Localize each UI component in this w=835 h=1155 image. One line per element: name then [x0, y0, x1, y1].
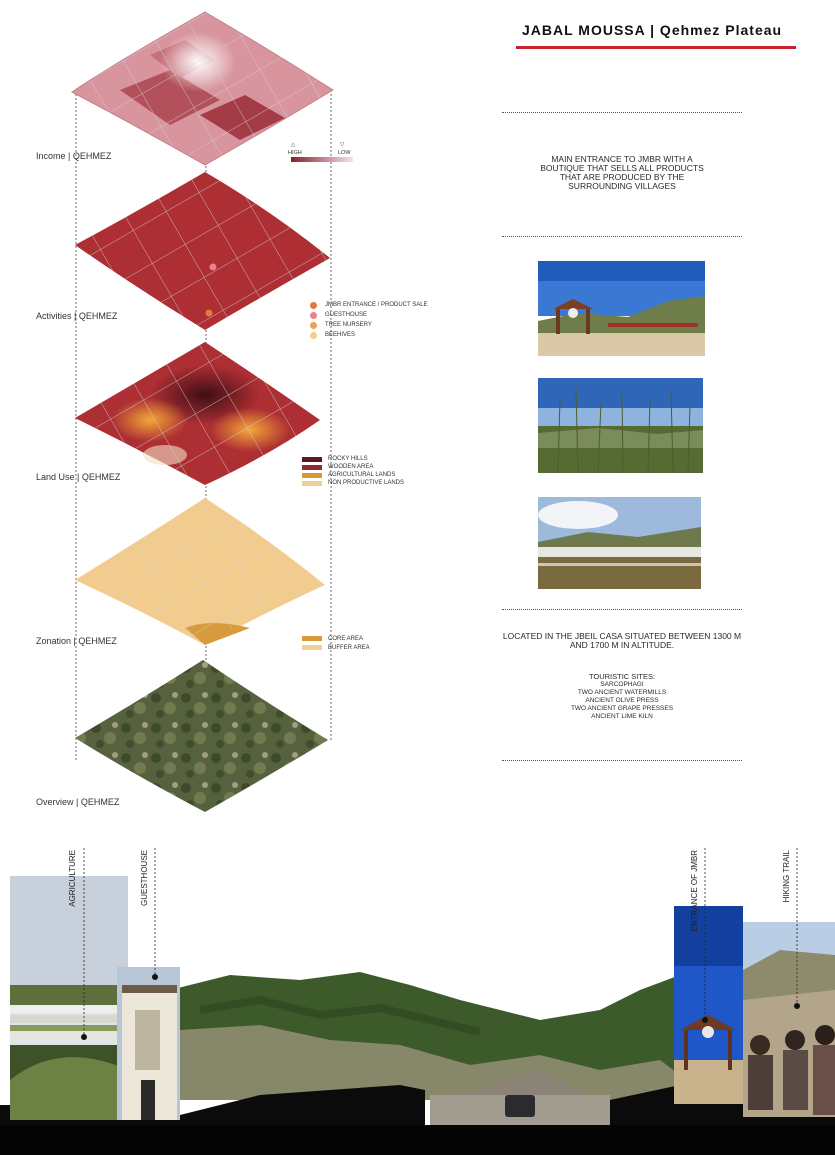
title-underline [516, 46, 796, 49]
section-label-entrance: ENTRANCE OF JMBR [690, 850, 699, 932]
triangle-up-icon: △ [291, 142, 296, 148]
landuse-layer [75, 342, 320, 485]
legend-label: WOODEN AREA [328, 464, 374, 470]
divider [502, 760, 742, 761]
legend-label: TREE NURSERY [325, 322, 372, 328]
page-title: JABAL MOUSSA | Qehmez Plateau [522, 22, 783, 38]
legend-dot [310, 311, 317, 319]
legend-swatch [302, 472, 322, 478]
divider [502, 112, 742, 113]
triangle-down-icon: ▽ [340, 142, 345, 148]
site-section [0, 848, 835, 1155]
legend-swatch [302, 456, 322, 462]
site-item: Ancient Olive Press [585, 697, 659, 704]
entrance-note: MAIN ENTRANCE TO JMBR WITH A BOUTIQUE TH… [540, 154, 704, 191]
legend-label: GUESTHOUSE [325, 312, 368, 318]
legend-label: NON PRODUCTIVE LANDS [328, 480, 405, 486]
zonation-legend: CORE AREA BUFFER AREA [302, 634, 370, 652]
layer-label-overview: Overview | QEHMEZ [36, 797, 120, 807]
income-low-label: LOW [338, 150, 351, 156]
legend-swatch [302, 636, 322, 641]
landuse-legend: ROCKY HILLS WOODEN AREA AGRICULTURAL LAN… [302, 455, 404, 487]
greenhouses-photo [538, 497, 701, 589]
overview-layer [75, 660, 328, 812]
legend-label: BEEHIVES [325, 332, 356, 338]
legend-swatch [302, 645, 322, 650]
income-high-label: HIGH [288, 150, 302, 156]
section-label-guesthouse: GUESTHOUSE [140, 850, 149, 907]
income-layer [71, 11, 334, 166]
layer-label-zonation: Zonation | QEHMEZ [36, 636, 117, 646]
grass-photo [538, 378, 703, 473]
entrance-photo [538, 261, 705, 356]
legend-label: BUFFER AREA [328, 644, 370, 651]
entrance-marker [205, 309, 213, 317]
layer-label-activities: Activities | QEHMEZ [36, 311, 118, 321]
legend-swatch [302, 480, 322, 486]
legend-dot [310, 301, 317, 309]
layer-stack-diagram [71, 11, 334, 812]
zonation-layer [75, 498, 325, 645]
section-pointers [83, 848, 798, 1035]
legend-label: AGRICULTURAL LANDS [328, 472, 396, 478]
site-item: Ancient Lime kiln [591, 713, 653, 720]
divider [502, 609, 742, 610]
site-item: Two Ancient watermills [577, 689, 667, 696]
agriculture-photo [10, 876, 128, 1120]
legend-swatch [302, 464, 322, 470]
legend-label: CORE AREA [328, 635, 364, 642]
guesthouse-photo [117, 967, 180, 1120]
income-gradient-bar [291, 157, 353, 162]
layer-label-income: Income | QEHMEZ [36, 151, 112, 161]
hiking-photo [743, 922, 835, 1117]
legend-label: ROCKY HILLS [328, 456, 368, 462]
legend-dot [310, 321, 317, 329]
legend-label: JMBR ENTRANCE / PRODUCT SALE [325, 302, 428, 308]
section-label-hiking: HIKING TRAIL [782, 850, 791, 903]
activities-layer [75, 172, 330, 330]
section-label-agriculture: AGRICULTURE [68, 850, 77, 907]
entrance-section-photo [674, 906, 743, 1104]
layer-label-landuse: Land Use | QEHMEZ [36, 472, 121, 482]
divider [502, 236, 742, 237]
guesthouse-marker [209, 263, 217, 271]
sites-title: TOURISTIC SITES: [588, 672, 656, 681]
legend-dot [310, 331, 317, 339]
location-note: LOCATED IN THE JBEIL CASA SITUATED BETWE… [502, 631, 742, 650]
site-item: Sarcophagi [600, 681, 644, 688]
activities-legend: JMBR ENTRANCE / PRODUCT SALE GUESTHOUSE … [310, 300, 428, 340]
site-item: Two ancient grape presses [570, 705, 674, 712]
